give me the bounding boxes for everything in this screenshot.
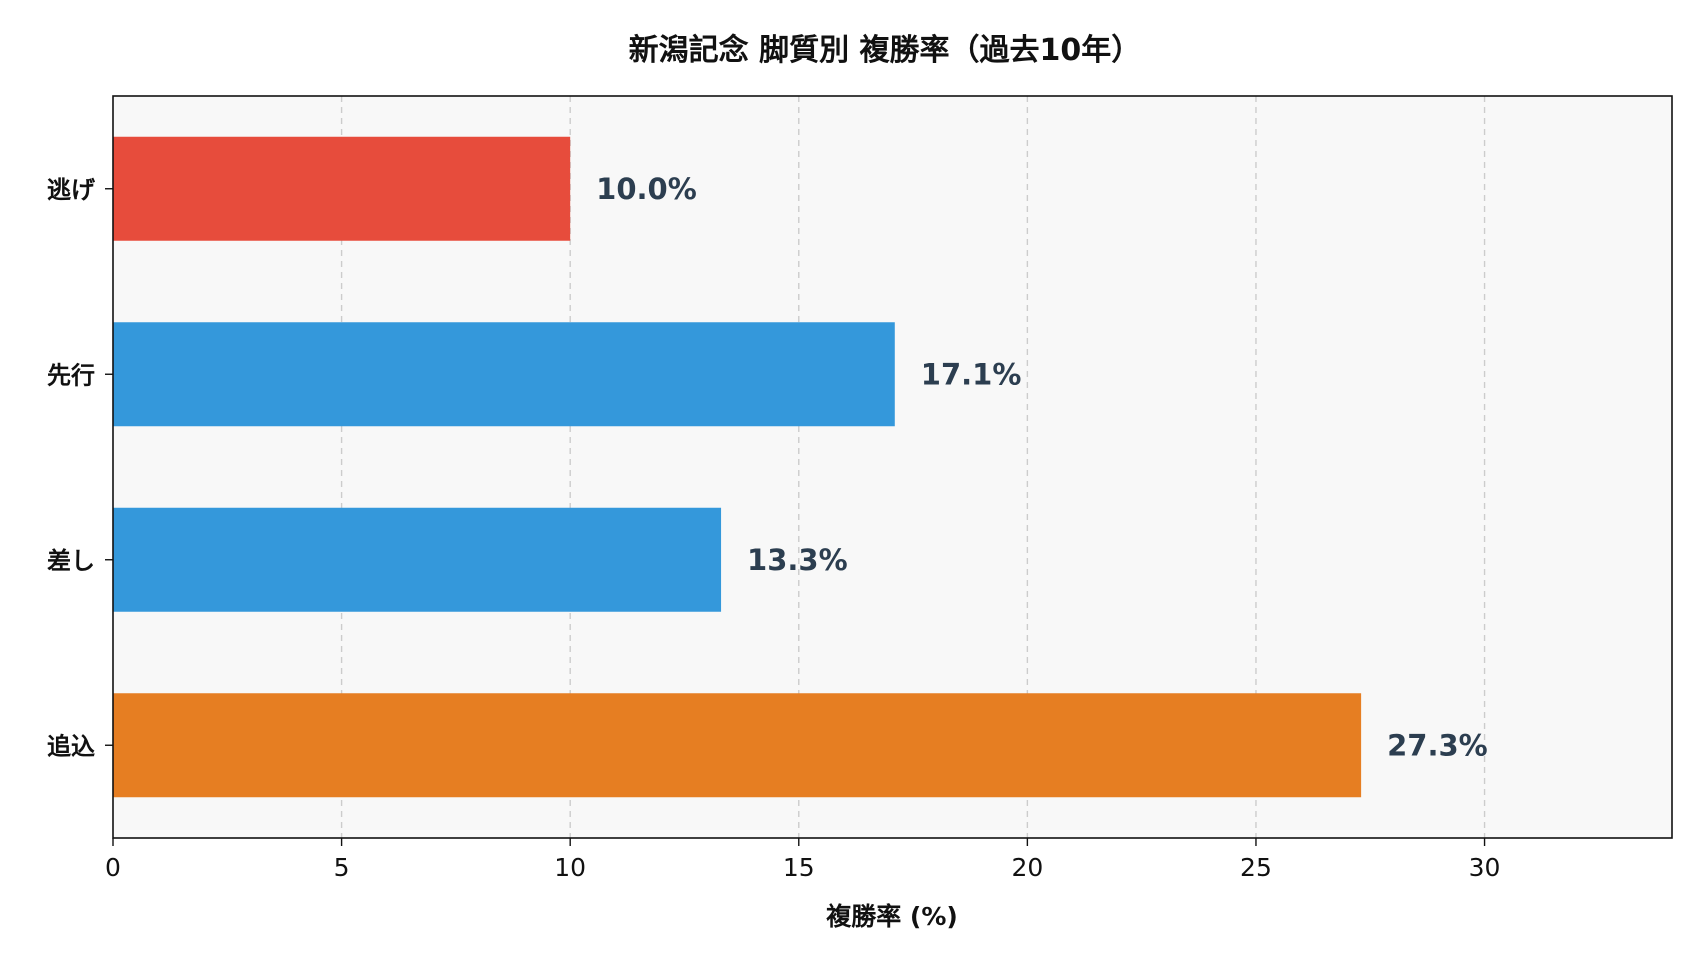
x-tick-label: 10 xyxy=(554,853,586,882)
y-tick-label: 追込 xyxy=(47,732,95,760)
x-axis-label: 複勝率 (%) xyxy=(826,902,958,931)
y-tick-label: 差し xyxy=(47,547,95,575)
bar xyxy=(113,136,571,241)
plot-frame xyxy=(112,95,1673,839)
data-labels: 10.0% 17.1% 13.3% 27.3% xyxy=(596,172,1488,763)
x-tick-label: 30 xyxy=(1469,853,1501,882)
bar xyxy=(113,507,722,612)
x-tick-label: 0 xyxy=(105,853,121,882)
bar xyxy=(113,322,895,427)
chart-title: 新潟記念 脚質別 複勝率（過去10年） xyxy=(629,33,1142,68)
data-label: 17.1% xyxy=(921,357,1022,391)
x-tick-label: 20 xyxy=(1011,853,1043,882)
x-tick-label: 5 xyxy=(334,853,350,882)
data-label: 13.3% xyxy=(747,543,848,577)
x-tick-label: 15 xyxy=(783,853,815,882)
x-axis: 0 5 10 15 20 25 30 xyxy=(105,838,1500,882)
y-tick-label: 逃げ xyxy=(47,176,96,204)
data-label: 27.3% xyxy=(1387,728,1488,762)
data-label: 10.0% xyxy=(596,172,697,206)
x-tick-label: 25 xyxy=(1240,853,1272,882)
bars xyxy=(113,136,1362,798)
y-tick-label: 先行 xyxy=(47,361,95,389)
bar xyxy=(113,693,1362,798)
